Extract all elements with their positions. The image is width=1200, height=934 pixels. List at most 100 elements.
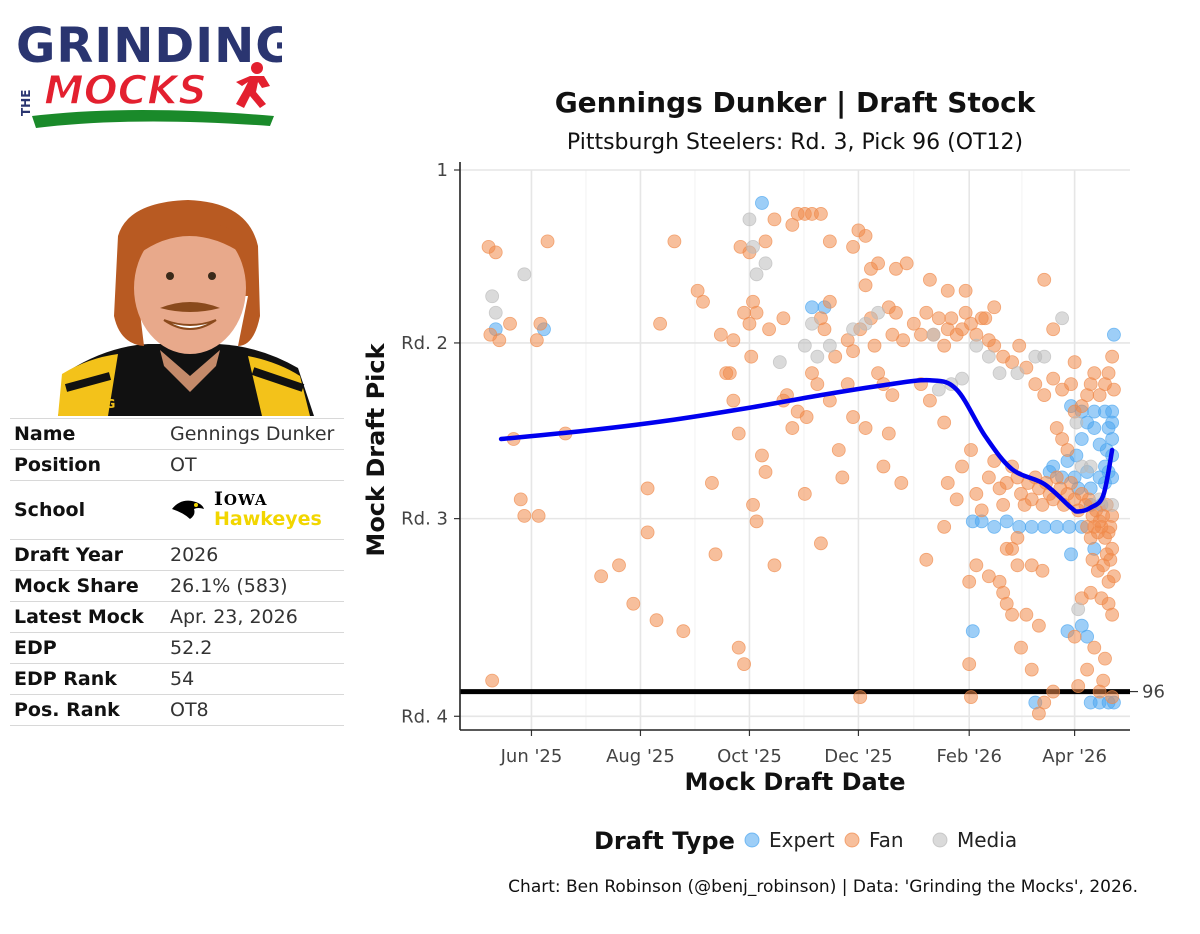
expert-point — [1024, 519, 1039, 534]
chart-subtitle: Pittsburgh Steelers: Rd. 3, Pick 96 (OT1… — [567, 130, 1023, 155]
expert-point — [1087, 404, 1102, 419]
fan-point — [503, 316, 517, 331]
media-point — [758, 256, 773, 271]
y-axis-title: Mock Draft Pick — [362, 342, 390, 556]
fan-point — [1010, 530, 1025, 545]
fan-point — [814, 207, 828, 221]
fan-point — [1037, 388, 1052, 402]
fan-point — [767, 558, 782, 573]
info-row: Latest Mock Apr. 23, 2026 — [10, 601, 344, 633]
fan-point — [831, 443, 846, 457]
fan-point — [1105, 349, 1120, 364]
media-point — [746, 239, 760, 254]
media-point — [822, 338, 837, 353]
media-point — [969, 338, 984, 353]
media-point — [931, 382, 946, 397]
expert-point — [1064, 547, 1078, 562]
x-tick-label: Apr '26 — [1042, 746, 1107, 767]
player-info-table: Name Gennings Dunker Position OT School IOWA H… — [10, 418, 344, 726]
y-tick-label: Rd. 2 — [401, 333, 448, 354]
fan-point — [922, 272, 937, 287]
media-point — [955, 371, 969, 386]
logo-line2: MOCKS — [44, 68, 207, 114]
media-point — [858, 316, 873, 331]
fan-point — [906, 316, 921, 331]
x-tick-label: Oct '25 — [717, 746, 782, 767]
media-point — [992, 366, 1007, 381]
fan-point — [937, 519, 952, 534]
fan-point — [996, 498, 1011, 512]
hawkeye-icon — [172, 500, 204, 519]
fan-point — [785, 421, 800, 435]
media-point — [805, 316, 819, 331]
fan-point — [919, 552, 934, 567]
fan-point — [529, 333, 544, 348]
fan-point — [713, 327, 728, 342]
fan-point — [981, 470, 996, 485]
fan-point — [846, 239, 860, 254]
x-tick-label: Feb '26 — [936, 746, 1001, 767]
fan-point — [914, 327, 928, 342]
fan-point — [822, 294, 837, 309]
media-point — [1069, 415, 1084, 430]
fan-point — [937, 338, 952, 353]
fan-point — [626, 596, 641, 611]
fan-point — [1083, 585, 1098, 600]
fan-point — [889, 261, 903, 276]
info-row: Name Gennings Dunker — [10, 418, 344, 450]
fan-point — [1012, 338, 1027, 353]
fan-point — [540, 234, 555, 249]
fan-point — [1031, 618, 1046, 633]
fan-point — [940, 283, 955, 298]
fan-point — [513, 492, 528, 507]
fan-point — [1071, 679, 1086, 693]
media-point — [485, 289, 500, 304]
fan-point — [667, 234, 682, 249]
fan-point — [1107, 382, 1121, 397]
expert-point — [1107, 327, 1121, 342]
fan-point — [1098, 651, 1112, 666]
fan-point — [1092, 388, 1107, 402]
fan-point — [612, 558, 626, 573]
fan-point — [981, 569, 996, 584]
expert-point — [1080, 629, 1095, 644]
fan-point — [1005, 355, 1019, 370]
x-tick-label: Aug '25 — [606, 746, 675, 767]
fan-point — [649, 613, 664, 628]
x-tick-label: Jun '25 — [500, 746, 563, 767]
fan-point — [1064, 377, 1078, 392]
fan-point — [755, 448, 769, 463]
fan-point — [1087, 640, 1102, 655]
fan-point — [785, 218, 800, 232]
school-logo: IOWA Hawkeyes — [170, 489, 340, 530]
fan-point — [767, 212, 782, 227]
media-point — [772, 355, 787, 370]
media-point — [1055, 311, 1070, 326]
media-point — [517, 267, 532, 282]
fan-point — [705, 476, 719, 490]
fan-point — [492, 333, 507, 348]
fan-point — [1105, 690, 1120, 704]
fan-point — [517, 508, 532, 523]
fan-point — [737, 657, 751, 672]
fan-legend-key — [844, 832, 860, 848]
fan-point — [964, 316, 978, 331]
expert-point — [1074, 432, 1089, 446]
info-value: 26.1% (583) — [166, 570, 344, 602]
fan-point — [810, 377, 825, 392]
media-point — [1105, 498, 1120, 512]
media-point — [981, 349, 996, 364]
fan-point — [696, 294, 710, 309]
fan-point — [949, 492, 964, 507]
fan-point — [840, 333, 855, 348]
fan-point — [531, 508, 546, 523]
fan-point — [731, 426, 746, 441]
fan-point — [876, 459, 891, 474]
fan-point — [969, 558, 984, 573]
media-point — [810, 349, 825, 364]
fan-point — [1024, 492, 1039, 507]
fan-point — [846, 410, 860, 424]
fan-point — [987, 338, 1002, 353]
x-axis-title: Mock Draft Date — [684, 768, 905, 796]
fan-point — [746, 498, 760, 512]
